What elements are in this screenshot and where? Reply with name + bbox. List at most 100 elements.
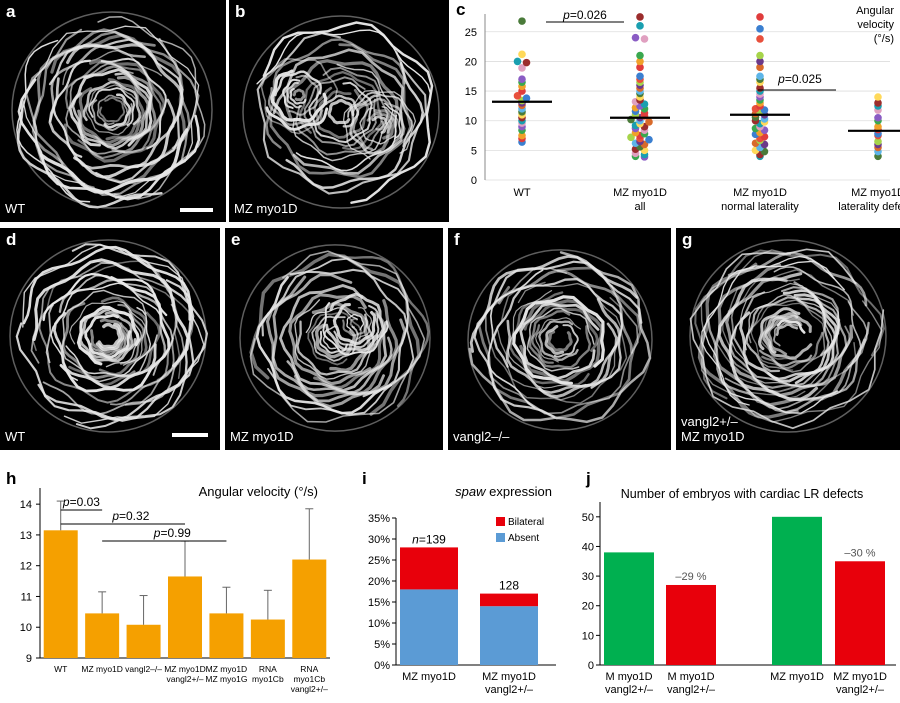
cilia-streak: [61, 302, 136, 380]
cilia-streak: [712, 263, 867, 407]
cilia-streak: [332, 303, 377, 346]
cilia-streak: [52, 312, 157, 390]
bar: [292, 559, 327, 658]
x-tick-label: MZ myo1D: [733, 187, 787, 199]
p-symbol: p: [777, 72, 785, 86]
y-tick-label: 20%: [368, 576, 390, 588]
cilia-streak: [292, 63, 394, 162]
image-panel-g: g vangl2+/– MZ myo1D: [676, 228, 900, 450]
chart-h-svg: h Angular velocity (°/s) 9 10 11 12 13 14 WT MZ m…: [6, 469, 330, 694]
cilia-streak: [82, 64, 157, 153]
x-tick-label: M myo1D: [605, 671, 652, 683]
y-tick-label: 0%: [374, 660, 390, 672]
data-point: [518, 75, 526, 84]
panel-label-b: b: [235, 2, 246, 21]
y-tick-label: 0: [471, 175, 477, 187]
cilia-streak: [694, 249, 885, 400]
x-tick-label: all: [634, 201, 645, 213]
bar: [250, 619, 285, 658]
data-point: [518, 17, 526, 25]
p-symbol: p: [111, 509, 119, 523]
y-tick-label: 25%: [368, 555, 390, 567]
cilia-streak: [84, 313, 132, 359]
cilia-streak: [366, 112, 393, 134]
image-panel-d: d WT: [0, 228, 220, 450]
image-panel-f: f vangl2–/–: [448, 228, 671, 450]
cilia-streak: [531, 324, 554, 364]
y-axis-label: velocity: [857, 19, 894, 31]
panel-label-e: e: [231, 230, 241, 249]
caption-line: vangl2+/–: [681, 414, 738, 429]
p-value: =0.025: [785, 72, 822, 86]
cilia-streak: [97, 15, 206, 200]
y-tick-label: 0: [588, 660, 594, 672]
caption-line: MZ myo1D: [681, 429, 745, 444]
cilia-streak: [48, 44, 146, 123]
bar: [168, 576, 202, 658]
data-point: [874, 122, 882, 131]
cilia-streak: [775, 323, 799, 336]
cilia-streak: [90, 318, 127, 354]
cilia-streak: [507, 290, 587, 389]
data-point: [756, 25, 764, 33]
cilia-streak: [544, 325, 565, 355]
data-point: [636, 57, 644, 66]
vesicle-outline: [9, 239, 207, 433]
chart-panel-c: c Angular velocity (°/s) 0 5 10 15 20 25 WT MZ myo1…: [450, 0, 900, 224]
cilia-streak: [333, 304, 380, 349]
y-tick-label: 25: [465, 27, 477, 39]
x-tick-label: vangl2+/–: [291, 684, 328, 694]
cilia-streak: [88, 87, 136, 126]
cilia-streak: [717, 272, 818, 402]
panel-caption-a: WT: [5, 201, 25, 216]
panel-caption-f: vangl2–/–: [453, 429, 509, 444]
cilia-streak: [293, 299, 399, 398]
kupffer-vesicle-texture: [16, 15, 206, 209]
panel-e-svg: [239, 244, 431, 432]
cilia-streak: [468, 251, 652, 424]
cilia-streak: [553, 324, 579, 358]
x-tick-label: M myo1D: [667, 671, 714, 683]
stacked-bar-segment: [400, 547, 458, 590]
kupffer-vesicle-texture: [689, 248, 885, 430]
cilia-streak: [269, 43, 412, 179]
x-tick-label: laterality defects: [838, 201, 900, 213]
x-tick-label: MZ myo1D: [482, 671, 536, 683]
cilia-streak: [338, 254, 430, 407]
y-tick-label: 9: [26, 653, 32, 665]
cilia-streak: [16, 101, 163, 209]
cilia-streak: [292, 88, 306, 102]
cilia-streak: [65, 62, 134, 155]
cilia-streak: [96, 94, 128, 126]
cilia-streak: [535, 317, 581, 363]
image-panel-e: e MZ myo1D: [225, 228, 443, 450]
n-symbol: n: [412, 532, 419, 546]
caption-line: WT: [5, 201, 26, 216]
cilia-streak: [267, 87, 324, 126]
cilia-streak: [71, 243, 209, 430]
cilia-streak: [22, 243, 205, 424]
cilia-streak: [744, 294, 833, 354]
bar: [604, 552, 654, 665]
cilia-streak: [17, 78, 201, 201]
y-tick-label: 15%: [368, 597, 390, 609]
cilia-streak: [265, 106, 329, 131]
y-tick-label: 5%: [374, 639, 390, 651]
cilia-streak: [68, 68, 153, 147]
cilia-streak: [30, 262, 186, 406]
stacked-bar-segment: [400, 589, 458, 665]
y-tick-label: 10: [582, 630, 594, 642]
bar-value-label: 128: [499, 579, 519, 593]
cilia-streak: [512, 295, 605, 385]
title-suffix: expression: [486, 484, 552, 499]
cilia-streak: [538, 297, 622, 399]
bar: [85, 613, 120, 658]
cilia-streak: [305, 307, 358, 334]
chart-panel-h: h Angular velocity (°/s) 9 10 11 12 13 14 WT MZ m…: [0, 468, 336, 698]
x-tick-label: myo1Cb: [252, 674, 284, 684]
cilia-streak: [509, 291, 590, 387]
panel-label-c: c: [456, 0, 465, 19]
x-tick-label: MZ myo1D: [770, 671, 824, 683]
y-axis-label: (°/s): [874, 33, 894, 45]
data-point: [522, 58, 531, 67]
